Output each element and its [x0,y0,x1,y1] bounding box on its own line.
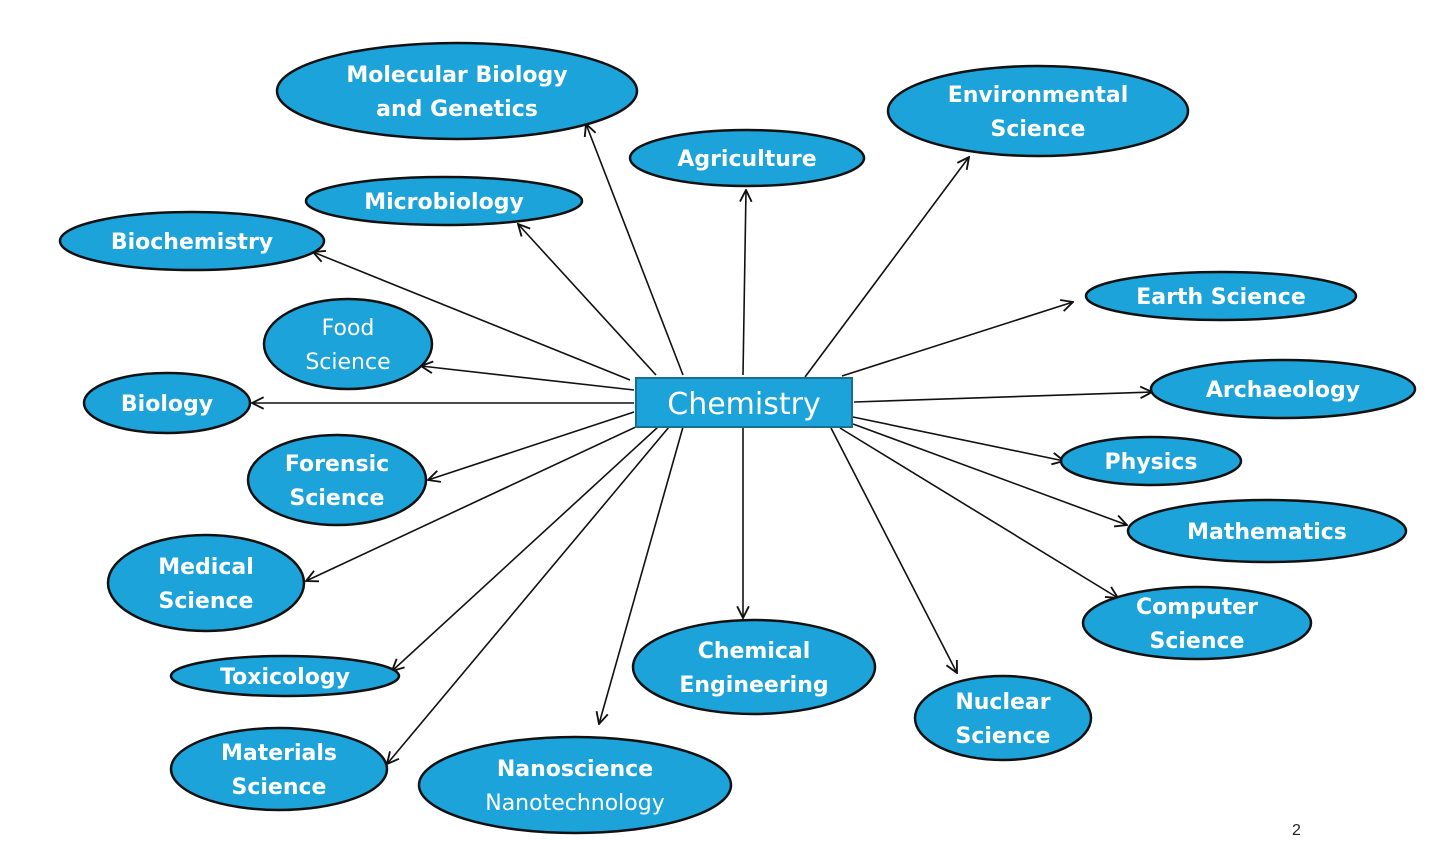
node-mathematics: Mathematics [1126,498,1408,564]
arrow-to-medical-science [306,424,641,581]
page-number: 2 [1292,822,1301,839]
node-label: Biology [121,392,213,417]
node-ellipse [1084,270,1358,322]
node-medical-science: Medical Science [106,533,306,633]
arrow-to-microbiology [518,224,657,376]
arrow-to-environmental-science [804,157,969,378]
arrow-to-materials-science [387,426,670,764]
node-label: Medical [158,555,254,580]
node-ellipse [262,297,434,391]
node-ellipse [246,433,428,527]
arrow-to-forensic-science [428,411,635,480]
center-box [635,377,853,428]
node-label: Forensic [285,452,389,477]
arrow-to-toxicology [392,426,659,671]
node-label: Microbiology [364,190,524,215]
node-biochemistry: Biochemistry [58,210,326,272]
node-earth-science: Earth Science [1084,270,1358,322]
node-label: Mathematics [1187,520,1347,545]
node-toxicology: Toxicology [169,654,401,698]
node-label: Science [991,117,1086,142]
node-label: Science [956,724,1051,749]
node-label: Archaeology [1206,378,1360,403]
arrow-to-nuclear-science [830,427,957,673]
node-ellipse [1126,498,1408,564]
node-label: Nanotechnology [485,791,665,816]
center-node: Chemistry [635,377,853,428]
node-ellipse [169,726,389,812]
center-label: Chemistry [667,387,820,422]
node-ellipse [417,735,733,835]
arrow-to-mathematics [852,423,1127,525]
node-forensic-science: Forensic Science [246,433,428,527]
node-ellipse [106,533,306,633]
node-nanoscience: Nanoscience Nanotechnology [417,735,733,835]
node-ellipse [275,41,639,141]
node-label: Engineering [679,673,828,698]
node-archaeology: Archaeology [1149,358,1417,420]
node-ellipse [1081,585,1313,661]
node-label: Environmental [948,83,1129,108]
node-label: Molecular Biology [346,63,567,88]
arrow-to-computer-science [839,427,1118,598]
arrow-to-food-science [421,366,635,391]
node-label: Science [290,486,385,511]
node-ellipse [1149,358,1417,420]
node-ellipse [631,618,877,716]
node-label: Science [305,350,390,375]
node-nuclear-science: Nuclear Science [913,674,1093,762]
node-ellipse [1059,435,1243,487]
node-materials-science: Materials Science [169,726,389,812]
node-molecular-biology: Molecular Biology and Genetics [275,41,639,141]
node-label: Earth Science [1136,285,1306,310]
node-label: Agriculture [677,147,816,172]
node-chemical-engineering: Chemical Engineering [631,618,877,716]
arrow-to-biochemistry [313,252,631,381]
node-ellipse [169,654,401,698]
node-label: Nuclear [955,690,1050,715]
arrow-to-molecular-biology [586,124,684,376]
node-label: Biochemistry [111,230,273,255]
node-label: Science [1150,629,1245,654]
arrow-to-earth-science [841,302,1073,377]
node-environmental-science: Environmental Science [886,64,1190,158]
arrow-to-nanoscience [599,426,684,724]
node-ellipse [913,674,1093,762]
arrow-to-physics [852,416,1064,461]
node-computer-science: Computer Science [1081,585,1313,661]
node-label: Nanoscience [497,757,653,782]
node-ellipse [628,128,866,188]
node-ellipse [82,371,252,435]
node-label: Toxicology [220,665,350,690]
node-ellipse [58,210,326,272]
arrow-to-archaeology [853,392,1152,403]
arrows-layer [252,124,1152,764]
node-ellipse [304,175,584,227]
node-label: Computer [1136,595,1258,620]
node-label: Food [322,316,375,341]
node-label: Physics [1105,450,1198,475]
node-label: and Genetics [376,97,538,122]
node-food-science: Food Science [262,297,434,391]
node-ellipse [886,64,1190,158]
node-physics: Physics [1059,435,1243,487]
node-label: Materials [221,741,337,766]
node-label: Chemical [698,639,811,664]
node-agriculture: Agriculture [628,128,866,188]
node-label: Science [159,589,254,614]
node-label: Science [232,775,327,800]
node-microbiology: Microbiology [304,175,584,227]
arrow-to-agriculture [743,190,746,376]
topic-nodes-layer: Molecular Biology and Genetics Environment… [58,41,1417,835]
node-biology: Biology [82,371,252,435]
